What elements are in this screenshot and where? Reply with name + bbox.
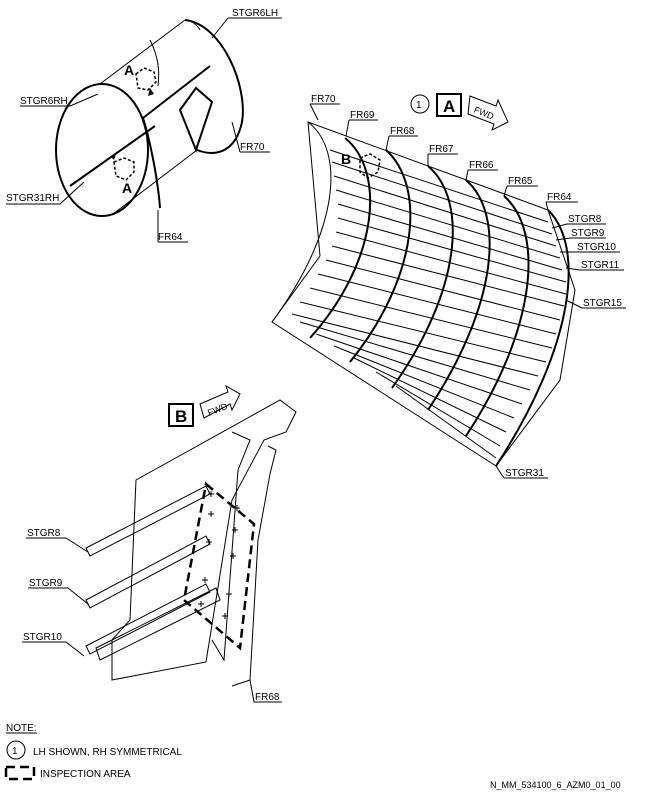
cylinder-fwd-end (184, 19, 244, 154)
label-fr70: FR70 (311, 94, 336, 105)
view-b-detail: B FWD STGR8 STGR9 STGR10 F (22, 384, 297, 703)
note-1-circle (6, 740, 26, 760)
fwd-arrow-view-b-icon: FWD (199, 384, 241, 419)
notes-block: NOTE: 1 LH SHOWN, RH SYMMETRICAL INSPECT… (4, 723, 182, 781)
frame-fr69 (309, 137, 371, 339)
frame-fr67 (391, 165, 454, 389)
fr70-ring-front (142, 65, 211, 119)
figure-id: N_MM_534100_6_AZM0_01_00 (490, 780, 621, 790)
frame-fr65 (465, 195, 530, 437)
stringer-stgr10 (85, 583, 211, 655)
label-stgr11-view-a: STGR11 (581, 260, 620, 271)
label-stgr10-view-b: STGR10 (23, 632, 62, 643)
frame-fr64 (495, 209, 570, 467)
label-stgr10-view-a: STGR10 (577, 242, 616, 253)
note-1-text: LH SHOWN, RH SYMMETRICAL (33, 747, 182, 758)
label-fr66: FR66 (469, 160, 494, 171)
view-a-letter-lower: A (122, 180, 132, 196)
view-b-letter-box (168, 403, 194, 427)
view-b-marker: B (341, 151, 381, 179)
fwd-arrow-view-a-icon: FWD (467, 95, 509, 131)
notes-title: NOTE: (6, 723, 37, 734)
frame-fr66 (427, 179, 491, 411)
label-fr68-view-b: FR68 (255, 692, 280, 703)
label-stgr8-view-a: STGR8 (568, 214, 602, 225)
label-stgr8-view-b: STGR8 (27, 528, 61, 539)
cylinder-sides (99, 19, 198, 215)
label-stgr6lh: STGR6LH (232, 8, 278, 19)
inspection-area-legend-text: INSPECTION AREA (40, 769, 131, 780)
view-a-letter-upper: A (124, 62, 134, 78)
note-1-number: 1 (12, 746, 18, 757)
fuselage-key-diagram: A A STGR6LH STGR6RH STGR31RH FR70 FR64 (6, 8, 282, 243)
view-a-marker-lower: A (110, 154, 135, 196)
view-b-skin (111, 399, 297, 681)
fr64-ring (142, 117, 161, 209)
fwd-label-view-a: FWD (472, 105, 495, 122)
cylinder-aft-end (55, 83, 149, 217)
view-b-marker-letter: B (341, 151, 351, 167)
label-fr65: FR65 (508, 176, 533, 187)
label-stgr31rh: STGR31RH (6, 193, 59, 204)
note-1-number-view-a: 1 (416, 100, 422, 111)
stgr6lh-cut (184, 19, 201, 31)
label-fr69: FR69 (350, 110, 375, 121)
label-stgr31-view-a: STGR31 (505, 468, 544, 479)
label-fr68: FR68 (390, 126, 415, 137)
label-stgr9-view-b: STGR9 (29, 578, 63, 589)
stgr6lh-line (149, 39, 160, 87)
label-stgr9-view-a: STGR9 (571, 228, 605, 239)
fwd-label-view-b: FWD (206, 401, 229, 418)
label-fr67: FR67 (429, 144, 454, 155)
inspection-area-outline (182, 481, 256, 651)
label-stgr15-view-a: STGR15 (583, 298, 622, 309)
stringer-stgr9 (85, 535, 211, 609)
view-a-skin-outline (271, 121, 576, 467)
frame-fr68 (349, 149, 412, 363)
stringer-stgr8 (85, 485, 211, 557)
label-fr64: FR64 (547, 192, 572, 203)
view-a-structure: 1 A FWD B FR70 FR69 FR68 FR67 FR66 FR65 … (271, 93, 626, 479)
view-b-letter: B (175, 407, 187, 426)
view-a-letter: A (443, 97, 455, 116)
fastener-marks (198, 491, 240, 619)
view-a-letter-box (436, 93, 462, 117)
frame-fr68-web (231, 473, 271, 687)
inspection-area-legend-icon (4, 765, 36, 781)
label-fr64-key: FR64 (158, 232, 183, 243)
label-stgr6rh: STGR6RH (20, 96, 68, 107)
view-a-marker-upper: A (124, 62, 157, 96)
label-fr70-key: FR70 (240, 142, 265, 153)
cutout-panel (178, 86, 214, 153)
note-1-circle-view-a (410, 94, 430, 114)
view-a-stringers (291, 149, 567, 459)
